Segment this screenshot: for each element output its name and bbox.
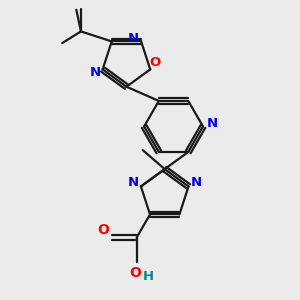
Text: H: H [142,270,154,283]
Text: N: N [191,176,202,188]
Text: N: N [206,117,218,130]
Text: O: O [97,223,109,237]
Text: N: N [90,66,101,79]
Text: N: N [128,32,140,45]
Text: N: N [128,176,139,188]
Text: O: O [149,56,160,68]
Text: O: O [129,266,141,280]
